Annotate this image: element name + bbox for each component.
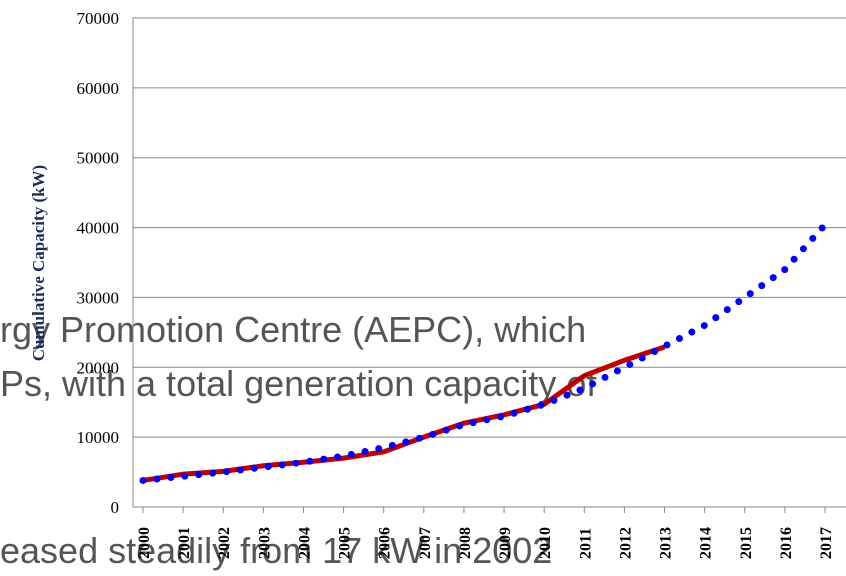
x-tick-label: 2015 xyxy=(738,527,755,559)
series-line xyxy=(139,221,829,484)
y-axis-title: Cumulative Capacity (kW) xyxy=(29,165,48,361)
y-tick-label: 40000 xyxy=(77,219,120,238)
x-tick-label: 2012 xyxy=(617,527,634,559)
x-tick-label: 2010 xyxy=(537,527,554,559)
y-tick-label: 30000 xyxy=(77,288,120,307)
x-tick-label: 2005 xyxy=(337,527,354,559)
x-tick-label: 2000 xyxy=(136,527,153,559)
x-tick-label: 2007 xyxy=(417,527,434,559)
y-tick-label: 70000 xyxy=(77,9,120,28)
x-tick-label: 2017 xyxy=(818,527,835,559)
y-tick-label: 0 xyxy=(111,498,120,517)
x-tick-label: 2008 xyxy=(457,527,474,559)
x-tick-label: 2013 xyxy=(658,527,675,559)
x-tick-label: 2004 xyxy=(296,527,313,559)
x-tick-label: 2001 xyxy=(176,527,193,559)
x-tick-label: 2006 xyxy=(377,527,394,559)
x-tick-label: 2014 xyxy=(698,527,715,559)
y-tick-label: 50000 xyxy=(77,149,120,168)
x-tick-label: 2016 xyxy=(778,527,795,559)
overlay-text: Ps, with a total generation capacity of xyxy=(0,363,597,404)
x-tick-label: 2003 xyxy=(256,527,273,559)
overlay-text: eased steadily from 17 kW in 2002 xyxy=(0,530,552,571)
x-tick-label: 2009 xyxy=(497,527,514,559)
x-tick-label: 2011 xyxy=(577,528,594,559)
overlay-text: rgy Promotion Centre (AEPC), which xyxy=(0,309,586,350)
y-tick-label: 10000 xyxy=(77,428,120,447)
y-tick-label: 20000 xyxy=(77,358,120,377)
y-tick-label: 60000 xyxy=(77,79,120,98)
x-tick-label: 2002 xyxy=(216,527,233,559)
